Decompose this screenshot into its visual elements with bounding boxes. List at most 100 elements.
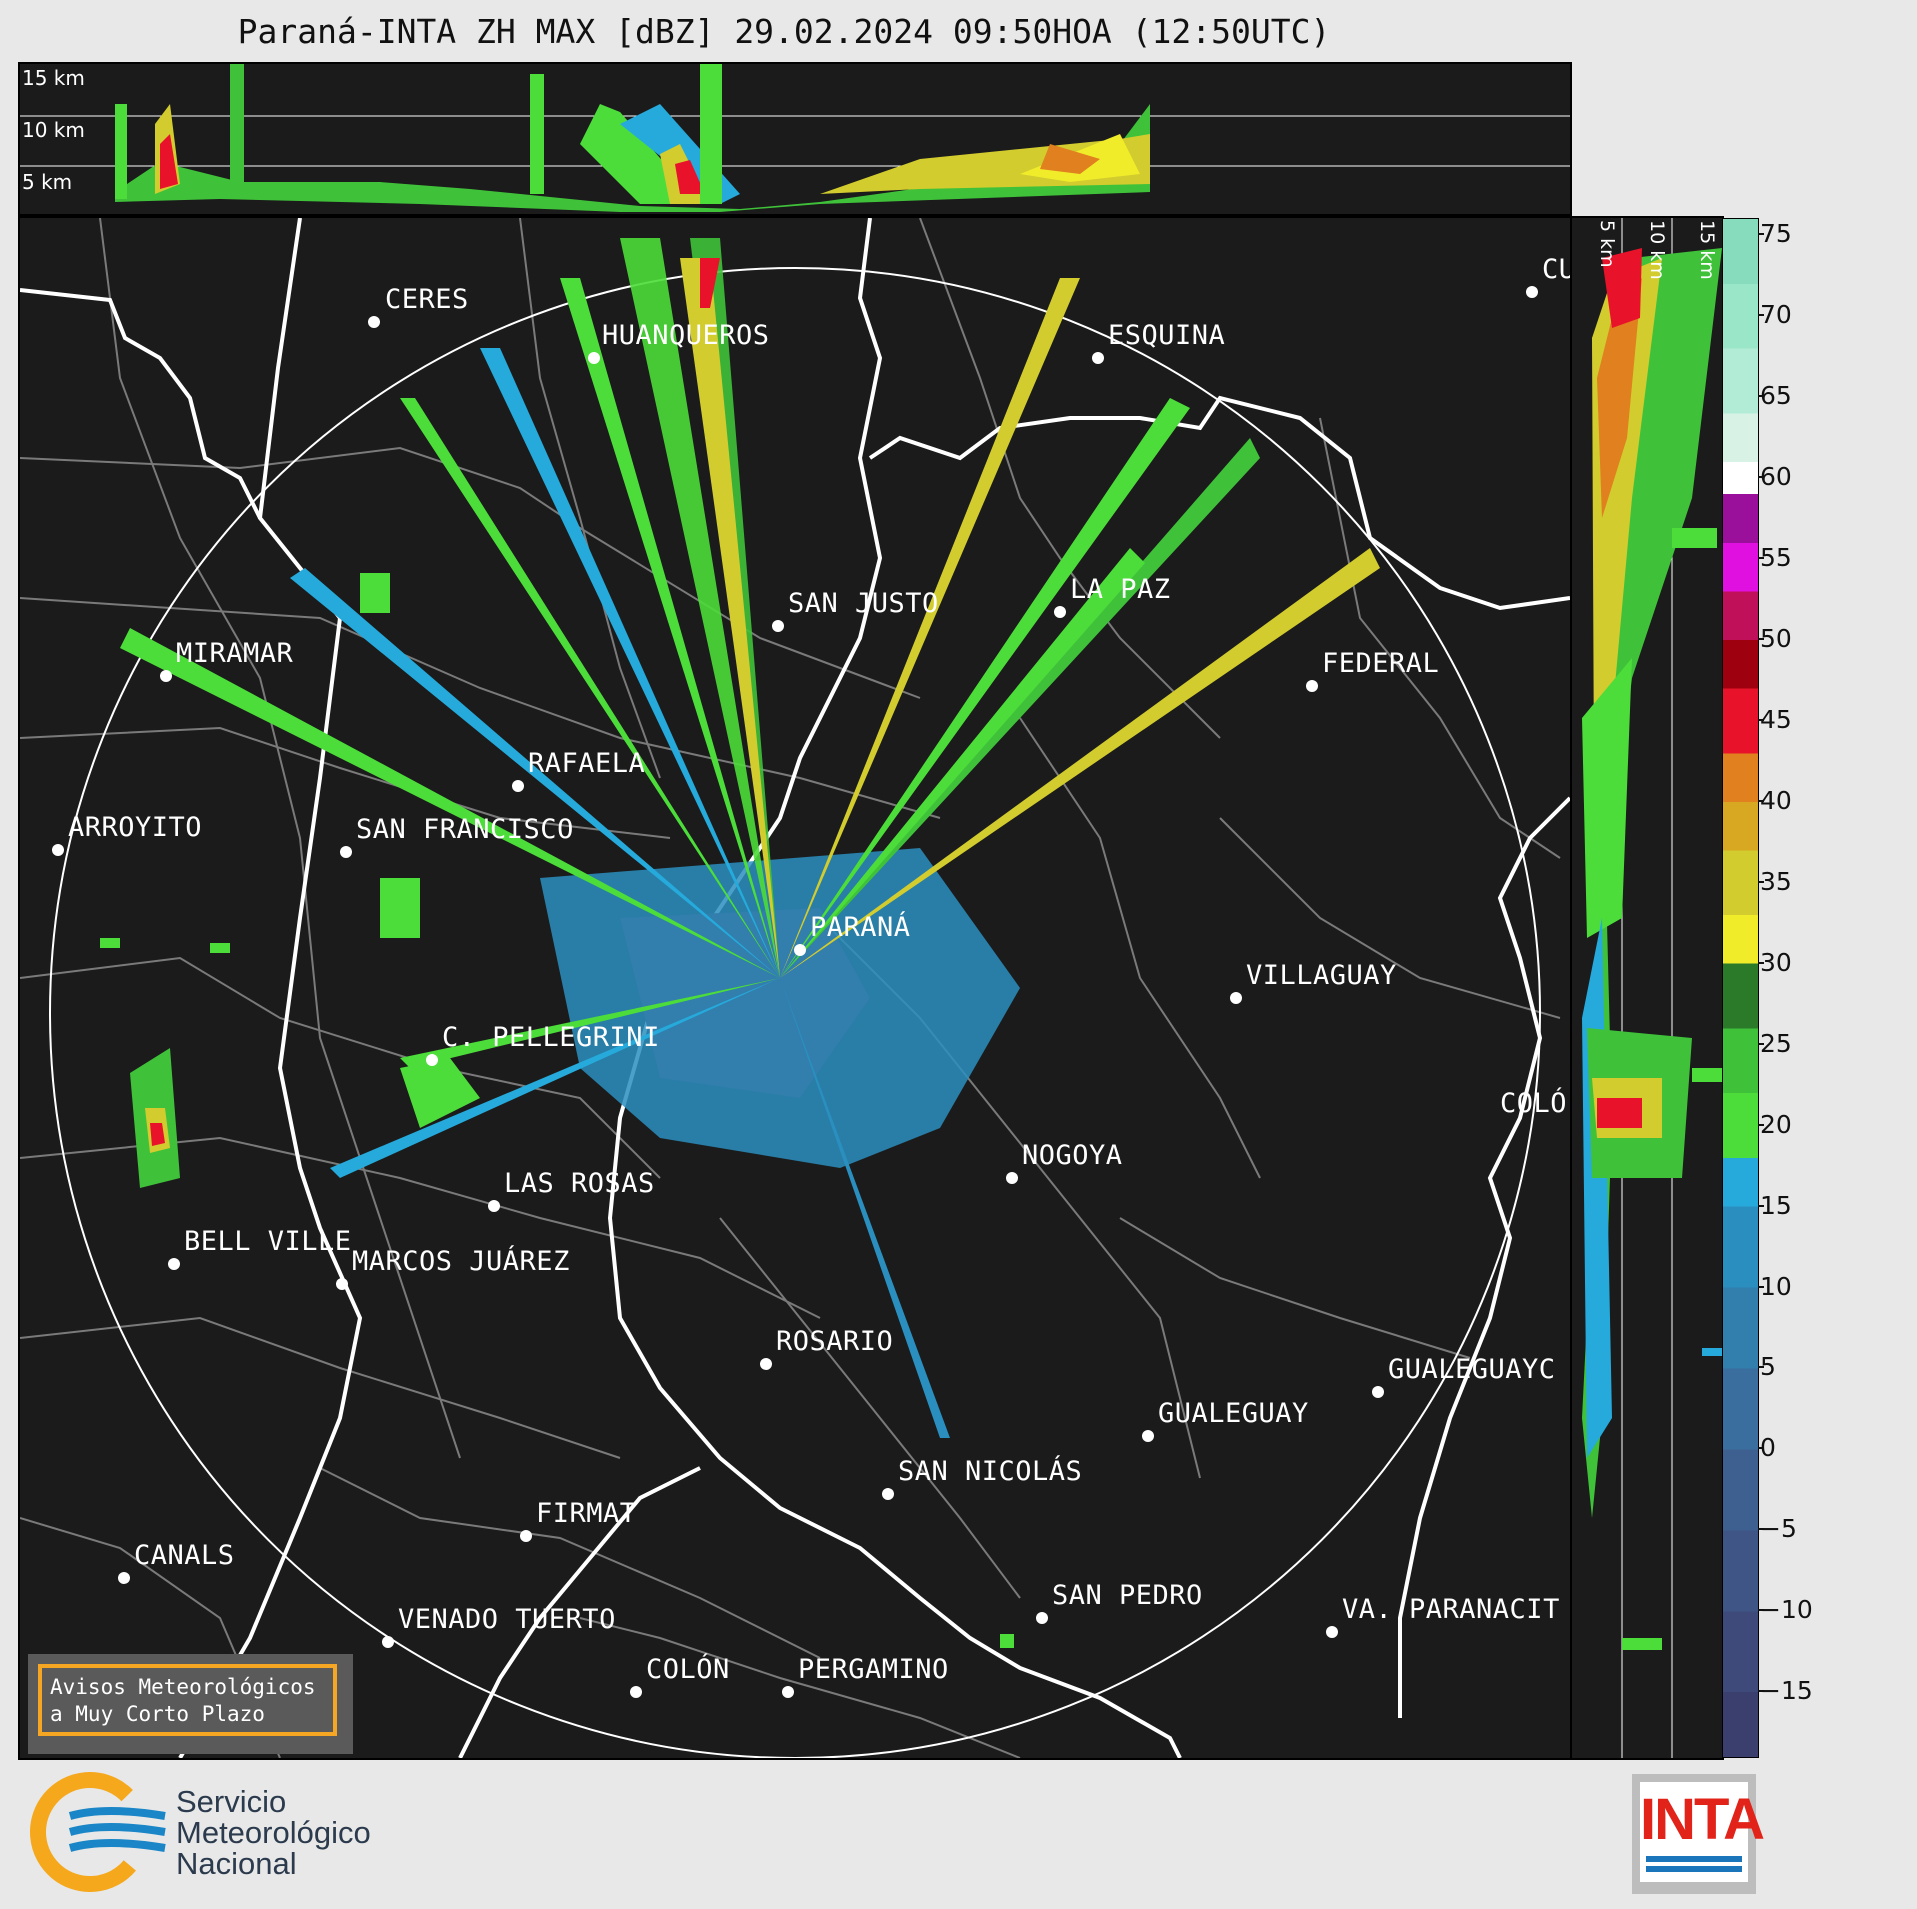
map-title: Paraná-INTA ZH MAX [dBZ] 29.02.2024 09:5… <box>237 12 1331 51</box>
colorbar-tick-mark <box>1758 1447 1764 1450</box>
city-label-colon: COLÓN <box>646 1654 730 1685</box>
top-cross-section-echoes <box>20 64 1570 212</box>
colorbar-tick-label: 5 <box>1760 1352 1776 1382</box>
colorbar-tick-label: 70 <box>1760 300 1792 330</box>
top-cross-section-panel: 15 km 10 km 5 km <box>18 62 1572 216</box>
city-label-miramar: MIRAMAR <box>176 638 294 669</box>
inta-logo-stripe <box>1646 1866 1742 1872</box>
city-dot-c-pellegrini <box>426 1054 438 1066</box>
city-dot-ceres <box>368 316 380 328</box>
colorbar-tick-label: 35 <box>1760 866 1792 896</box>
city-label-firmat: FIRMAT <box>536 1498 637 1529</box>
country-borders <box>20 218 1570 1758</box>
city-dot-rosario <box>760 1358 772 1370</box>
city-label-villaguay: VILLAGUAY <box>1246 960 1397 991</box>
colorbar-tick-label: 50 <box>1760 623 1792 653</box>
city-dot-canals <box>118 1572 130 1584</box>
city-label-la-paz: LA PAZ <box>1070 574 1171 605</box>
city-dot-cu <box>1526 286 1538 298</box>
colorbar-tick-label: −15 <box>1760 1676 1813 1706</box>
smn-logo-line-1: Servicio <box>176 1784 287 1819</box>
smn-logo-icon <box>30 1772 166 1892</box>
city-label-canals: CANALS <box>134 1540 235 1571</box>
colorbar-tick-mark <box>1758 395 1764 398</box>
city-label-arroyito: ARROYITO <box>68 812 203 843</box>
city-dot-rafaela <box>512 780 524 792</box>
city-dot-villaguay <box>1230 992 1242 1004</box>
dbz-colorbar <box>1722 218 1759 1758</box>
colorbar-tick-label: 10 <box>1760 1271 1792 1301</box>
city-dot-esquina <box>1092 352 1104 364</box>
city-dot-marcos-juarez <box>336 1278 348 1290</box>
city-dot-colon <box>630 1686 642 1698</box>
colorbar-tick-label: −5 <box>1760 1514 1797 1544</box>
reflectivity-echoes <box>100 238 1380 1648</box>
city-label-cu: CU <box>1542 254 1570 285</box>
radar-range-ring <box>49 267 1541 1758</box>
colorbar-tick-label: 60 <box>1760 462 1792 492</box>
city-label-rafaela: RAFAELA <box>528 748 646 779</box>
colorbar-tick-label: 40 <box>1760 785 1792 815</box>
avisos-line-2: a Muy Corto Plazo <box>50 1702 265 1726</box>
colorbar-tick-label: 15 <box>1760 1190 1792 1220</box>
colorbar-tick-mark <box>1758 799 1764 802</box>
city-label-huanqueros: HUANQUEROS <box>602 320 770 351</box>
colorbar-tick-mark <box>1758 1204 1764 1207</box>
city-label-c-pellegrini: C. PELLEGRINI <box>442 1022 660 1053</box>
city-dot-bell-ville <box>168 1258 180 1270</box>
colorbar-tick-mark <box>1758 718 1764 721</box>
city-label-san-justo: SAN JUSTO <box>788 588 939 619</box>
top-height-label-5km: 5 km <box>22 170 73 194</box>
city-dot-nogoya <box>1006 1172 1018 1184</box>
city-label-nogoya: NOGOYA <box>1022 1140 1123 1171</box>
city-dot-va-paranacito <box>1326 1626 1338 1638</box>
city-dot-la-paz <box>1054 606 1066 618</box>
colorbar-tick-mark <box>1758 1690 1764 1693</box>
city-label-venado-tuerto: VENADO TUERTO <box>398 1604 616 1635</box>
colorbar-tick-mark <box>1758 1528 1764 1531</box>
city-dot-huanqueros <box>588 352 600 364</box>
side-cross-section-echoes <box>1582 218 1722 1758</box>
radar-map-panel[interactable]: CERES HUANQUEROS ESQUINA CU SAN JUSTO LA… <box>18 216 1572 1760</box>
colorbar-tick-mark <box>1758 556 1764 559</box>
city-label-va-paranacito: VA. PARANACIT <box>1342 1594 1560 1625</box>
colorbar-tick-label: −10 <box>1760 1595 1813 1625</box>
city-label-federal: FEDERAL <box>1322 648 1440 679</box>
city-dot-las-rosas <box>488 1200 500 1212</box>
city-label-ceres: CERES <box>385 284 469 315</box>
city-dot-gualeguaychu <box>1372 1386 1384 1398</box>
colorbar-tick-label: 30 <box>1760 947 1792 977</box>
city-label-gualeguay: GUALEGUAY <box>1158 1398 1309 1429</box>
city-label-parana: PARANÁ <box>810 912 911 943</box>
city-label-las-rosas: LAS ROSAS <box>504 1168 655 1199</box>
city-dot-san-justo <box>772 620 784 632</box>
side-height-label-5km: 5 km <box>1596 220 1618 268</box>
avisos-badge[interactable]: Avisos Meteorológicos a Muy Corto Plazo <box>28 1654 353 1754</box>
city-label-esquina: ESQUINA <box>1108 320 1226 351</box>
city-label-colo: COLÓ <box>1500 1088 1568 1119</box>
side-height-label-10km: 10 km <box>1646 220 1668 280</box>
city-dot-gualeguay <box>1142 1430 1154 1442</box>
province-borders <box>20 218 1561 1758</box>
colorbar-tick-mark <box>1758 1366 1764 1369</box>
city-dot-pergamino <box>782 1686 794 1698</box>
colorbar-tick-label: 65 <box>1760 381 1792 411</box>
city-label-marcos-juarez: MARCOS JUÁREZ <box>352 1246 570 1277</box>
city-dot-san-francisco <box>340 846 352 858</box>
city-dot-san-pedro <box>1036 1612 1048 1624</box>
colorbar-tick-mark <box>1758 1123 1764 1126</box>
city-dot-miramar <box>160 670 172 682</box>
city-dot-venado-tuerto <box>382 1636 394 1648</box>
city-label-bell-ville: BELL VILLE <box>184 1226 352 1257</box>
smn-logo-line-3: Nacional <box>176 1846 297 1881</box>
city-label-rosario: ROSARIO <box>776 1326 894 1357</box>
city-label-san-francisco: SAN FRANCISCO <box>356 814 574 845</box>
avisos-line-1: Avisos Meteorológicos <box>50 1675 316 1699</box>
top-height-label-10km: 10 km <box>22 118 85 142</box>
colorbar-tick-label: 45 <box>1760 704 1792 734</box>
colorbar-tick-mark <box>1758 1285 1764 1288</box>
colorbar-tick-mark <box>1758 476 1764 479</box>
city-label-san-nicolas: SAN NICOLÁS <box>898 1456 1083 1487</box>
city-dot-firmat <box>520 1530 532 1542</box>
inta-logo-text: INTA <box>1640 1787 1765 1852</box>
